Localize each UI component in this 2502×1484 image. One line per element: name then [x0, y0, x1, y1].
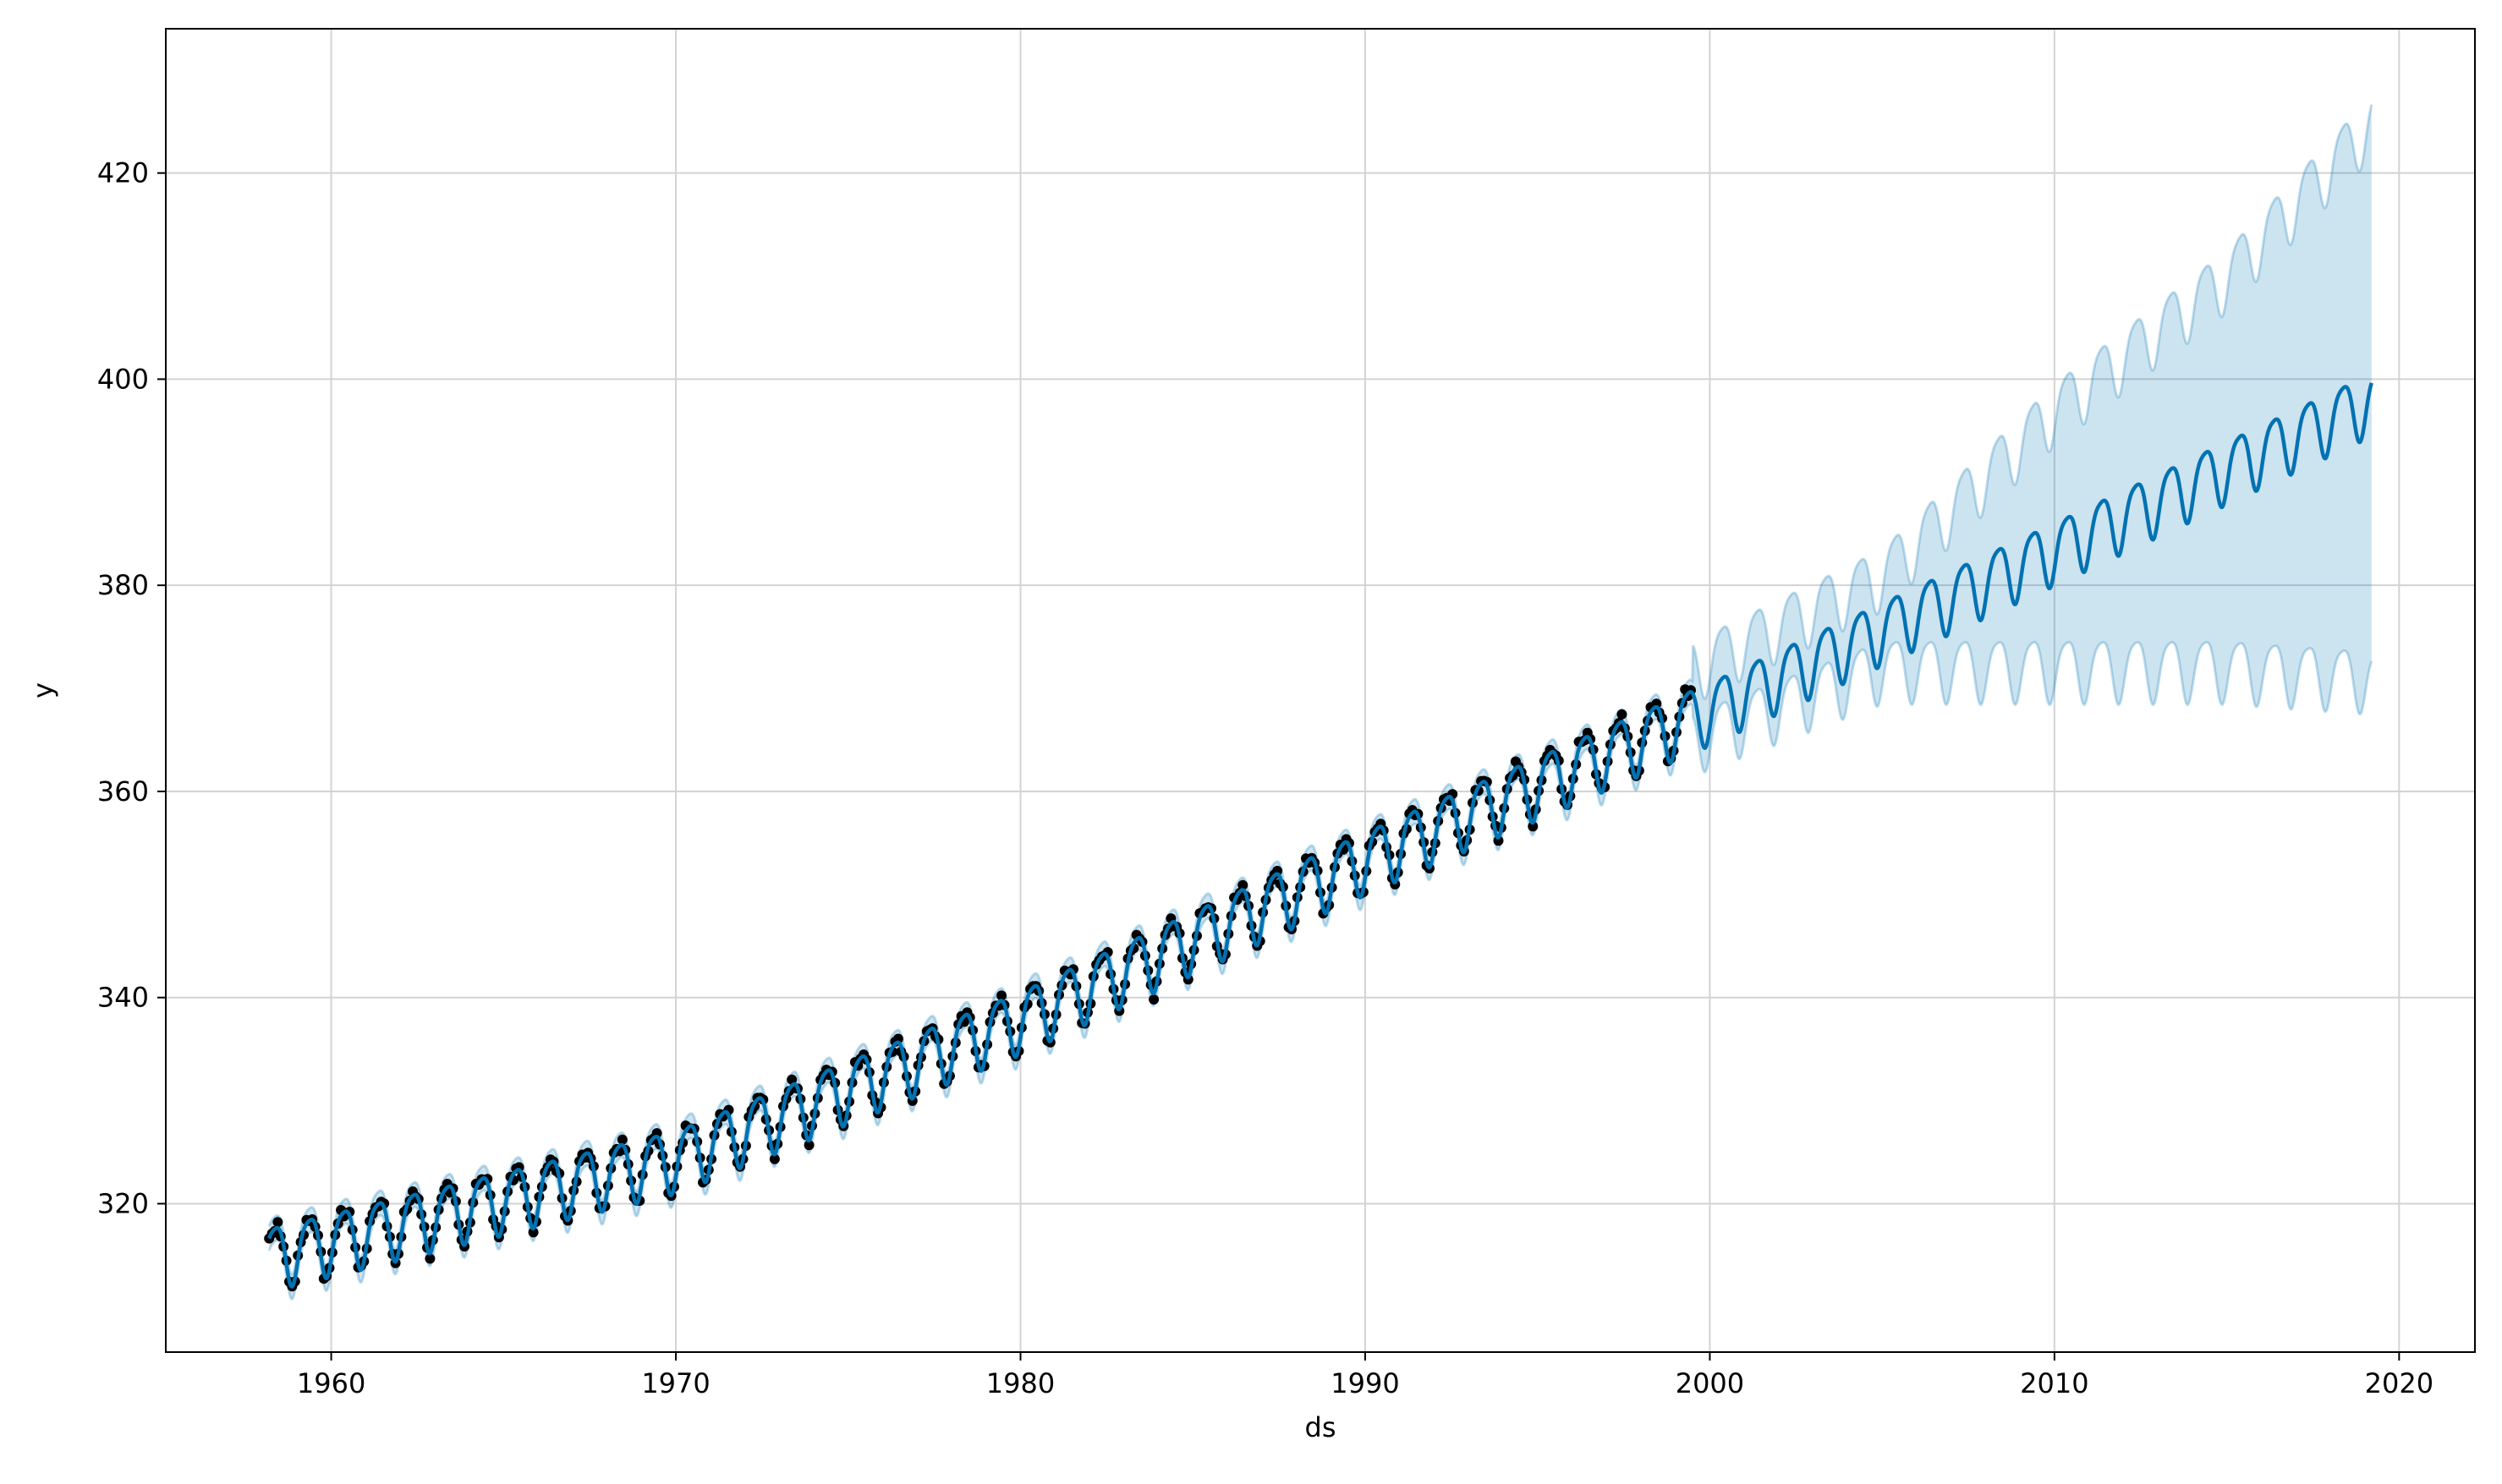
- y-axis-label: y: [27, 682, 59, 698]
- forecast-line-group: [267, 382, 2373, 1289]
- x-tick-label: 1980: [986, 1367, 1055, 1399]
- observed-point: [996, 990, 1007, 1001]
- observed-point: [272, 1217, 283, 1228]
- observed-point: [1237, 879, 1248, 890]
- forecast-line: [267, 382, 2373, 1289]
- observed-point: [1616, 709, 1627, 720]
- x-tick-label: 1960: [297, 1367, 365, 1399]
- lower-bound-line: [267, 641, 2373, 1301]
- x-axis-ticks: 1960 1970 1980 1990 2000 2010 2020: [297, 1352, 2433, 1399]
- observed-point: [769, 1153, 780, 1164]
- gridlines: [166, 29, 2475, 1352]
- y-tick-label: 340: [97, 982, 149, 1014]
- y-axis-ticks: 320 340 360 380 400 420: [97, 157, 166, 1219]
- y-tick-label: 400: [97, 363, 149, 395]
- x-tick-label: 2010: [2020, 1367, 2088, 1399]
- x-tick-label: 2000: [1676, 1367, 1744, 1399]
- y-tick-label: 420: [97, 157, 149, 189]
- observed-point: [617, 1134, 628, 1145]
- observed-point: [1528, 821, 1539, 832]
- observed-point: [425, 1253, 436, 1264]
- observed-point: [804, 1140, 815, 1151]
- observed-point: [787, 1074, 798, 1085]
- observed-point: [528, 1227, 539, 1238]
- y-tick-label: 320: [97, 1187, 149, 1219]
- x-axis-label: ds: [1305, 1411, 1336, 1443]
- x-tick-label: 2020: [2365, 1367, 2433, 1399]
- y-tick-label: 360: [97, 775, 149, 808]
- x-tick-label: 1970: [641, 1367, 710, 1399]
- observed-point: [1149, 994, 1160, 1005]
- y-tick-label: 380: [97, 569, 149, 601]
- x-tick-label: 1990: [1331, 1367, 1399, 1399]
- plot-frame: [165, 28, 2476, 1353]
